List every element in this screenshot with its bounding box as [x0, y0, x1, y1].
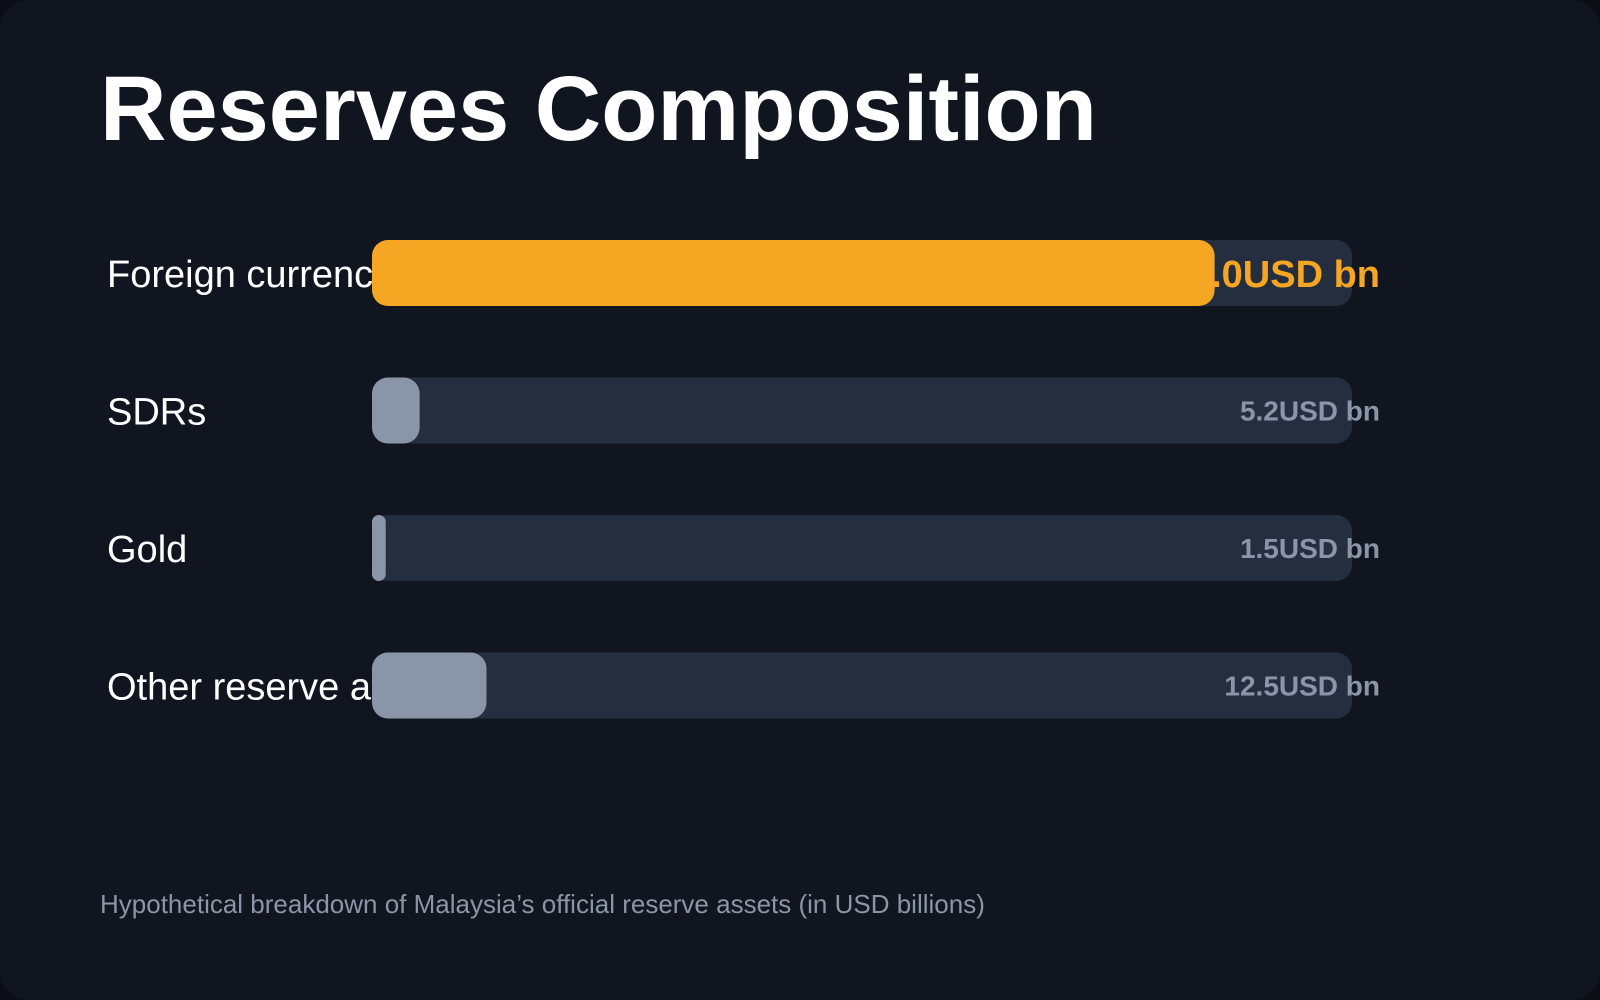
value-label: 1.5USD bn — [1240, 533, 1380, 564]
bar — [372, 377, 420, 444]
bar — [372, 652, 487, 719]
chart-title: Reserves Composition — [100, 58, 1097, 160]
value-label: 92.0USD bn — [1169, 254, 1380, 296]
value-number: 12.5 — [1224, 671, 1279, 702]
bar-track — [372, 377, 1352, 444]
category-label: Foreign currency reserves — [107, 254, 548, 296]
value-unit: USD bn — [1279, 396, 1380, 427]
value-label: 5.2USD bn — [1240, 396, 1380, 427]
bar — [372, 515, 386, 581]
bar-track — [372, 515, 1352, 581]
bar — [372, 240, 1215, 306]
value-number: 5.2 — [1240, 396, 1279, 427]
value-unit: USD bn — [1243, 254, 1380, 296]
category-label: SDRs — [107, 392, 206, 434]
value-label: 12.5USD bn — [1224, 671, 1380, 702]
category-label: Gold — [107, 529, 187, 571]
value-number: 1.5 — [1240, 533, 1279, 564]
category-label: Other reserve assets — [107, 667, 460, 709]
bar-track — [372, 652, 1352, 719]
value-unit: USD bn — [1279, 533, 1380, 564]
footnote: Hypothetical breakdown of Malaysia’s off… — [100, 889, 985, 919]
value-unit: USD bn — [1279, 671, 1380, 702]
